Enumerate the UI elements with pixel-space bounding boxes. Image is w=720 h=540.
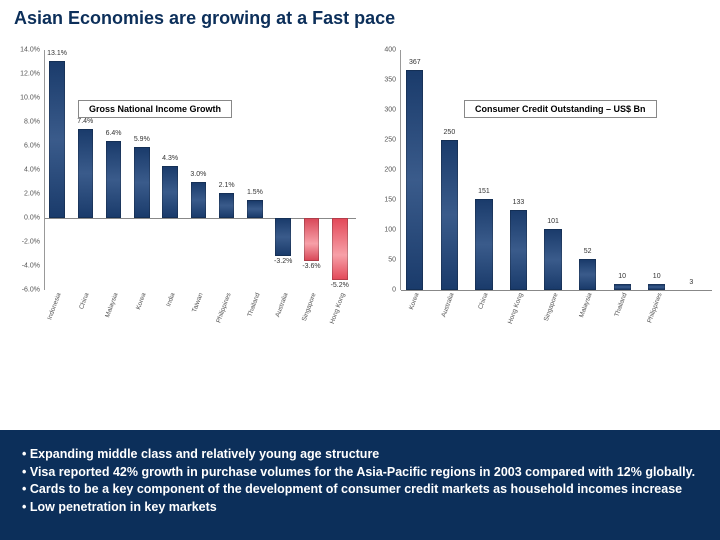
gni-y-axis: -6.0%-4.0%-2.0%0.0%2.0%4.0%6.0%8.0%10.0%… xyxy=(8,50,42,290)
data-label: 3.0% xyxy=(190,171,206,178)
x-label: Australia xyxy=(274,292,289,318)
gni-chart: Gross National Income Growth -6.0% -4.0% -… xyxy=(8,50,356,340)
y-tick: 350 xyxy=(384,77,396,84)
data-label: 6.4% xyxy=(106,130,122,137)
x-label: Philippines xyxy=(646,292,663,324)
x-label: Singapore xyxy=(542,292,559,322)
data-label: 10 xyxy=(653,273,661,280)
data-label: -5.2% xyxy=(331,282,349,289)
bar xyxy=(49,61,65,218)
x-label: Australia xyxy=(440,292,455,318)
data-label: 1.5% xyxy=(247,189,263,196)
bar xyxy=(475,199,492,290)
y-tick: 300 xyxy=(384,107,396,114)
gni-chart-title: Gross National Income Growth xyxy=(78,100,232,118)
bar xyxy=(304,218,320,261)
data-label: 52 xyxy=(584,248,592,255)
credit-chart-title: Consumer Credit Outstanding – US$ Bn xyxy=(464,100,657,118)
y-tick: 2.0% xyxy=(24,191,40,198)
x-label: Singapore xyxy=(301,292,318,322)
bar xyxy=(441,140,458,290)
bar xyxy=(510,210,527,290)
data-label: 101 xyxy=(547,218,559,225)
credit-x-labels: Korea Australia China Hong Kong Singapore Mal… xyxy=(400,290,712,340)
y-tick: 10.0% xyxy=(20,95,40,102)
page-title: Asian Economies are growing at a Fast pa… xyxy=(14,8,395,29)
data-label: 250 xyxy=(444,129,456,136)
bar xyxy=(406,70,423,290)
bullet: • Cards to be a key component of the dev… xyxy=(22,481,698,499)
credit-y-axis: 050100150200250300350400 xyxy=(364,50,398,290)
bullet: • Visa reported 42% growth in purchase v… xyxy=(22,464,698,482)
y-tick: -2.0% xyxy=(22,239,40,246)
bar xyxy=(78,129,94,218)
y-tick: 6.0% xyxy=(24,143,40,150)
x-label: Korea xyxy=(408,292,421,311)
x-label: Hong Kong xyxy=(507,292,525,325)
bar xyxy=(191,182,207,218)
y-tick: 12.0% xyxy=(20,71,40,78)
bar xyxy=(332,218,348,280)
y-tick: 250 xyxy=(384,137,396,144)
x-label: Thailand xyxy=(246,292,261,318)
gni-x-labels: Indonesia China Malaysia Korea India Taiwan Ph… xyxy=(44,290,356,340)
y-tick: 4.0% xyxy=(24,167,40,174)
x-label: India xyxy=(165,292,176,308)
x-label: Indonesia xyxy=(46,292,62,321)
footer-panel: • Expanding middle class and relatively … xyxy=(0,430,720,540)
y-tick: 50 xyxy=(388,257,396,264)
data-label: 2.1% xyxy=(219,182,235,189)
bar xyxy=(247,200,263,218)
data-label: 7.4% xyxy=(77,118,93,125)
x-label: Hong Kong xyxy=(329,292,347,325)
data-label: 367 xyxy=(409,59,421,66)
data-label: 13.1% xyxy=(47,50,67,57)
x-label: Malaysia xyxy=(578,292,593,319)
y-tick: 400 xyxy=(384,47,396,54)
data-label: 3 xyxy=(689,279,693,286)
y-tick: 150 xyxy=(384,197,396,204)
data-label: -3.6% xyxy=(302,263,320,270)
data-label: 4.3% xyxy=(162,155,178,162)
bar xyxy=(579,259,596,290)
y-tick: -4.0% xyxy=(22,263,40,270)
bar xyxy=(544,229,561,290)
x-label: Malaysia xyxy=(104,292,119,319)
y-tick: 8.0% xyxy=(24,119,40,126)
bar xyxy=(106,141,122,218)
gni-plot: 13.1% 7.4% 6.4% 5.9% 4.3% 3.0% 2.1% 1.5% -3.2% -3… xyxy=(44,50,356,290)
y-tick: 100 xyxy=(384,227,396,234)
bar xyxy=(275,218,291,256)
y-tick: 0.0% xyxy=(24,215,40,222)
bar xyxy=(219,193,235,218)
x-label: Thailand xyxy=(613,292,628,318)
charts-container: Gross National Income Growth -6.0% -4.0% -… xyxy=(8,50,712,340)
data-label: 10 xyxy=(618,273,626,280)
data-label: 151 xyxy=(478,188,490,195)
bar xyxy=(162,166,178,218)
x-label: Philippines xyxy=(215,292,232,324)
data-label: 5.9% xyxy=(134,136,150,143)
y-tick: 14.0% xyxy=(20,47,40,54)
bar xyxy=(134,147,150,218)
data-label: -3.2% xyxy=(274,258,292,265)
x-label: Korea xyxy=(135,292,148,311)
credit-plot: 367 250 151 133 101 52 10 10 3 xyxy=(400,50,712,290)
y-tick: 0 xyxy=(392,287,396,294)
x-label: China xyxy=(79,292,91,310)
y-tick: -6.0% xyxy=(22,287,40,294)
bullet: • Low penetration in key markets xyxy=(22,499,698,517)
x-label: Taiwan xyxy=(191,292,204,313)
x-label: China xyxy=(477,292,489,310)
data-label: 133 xyxy=(513,199,525,206)
y-tick: 200 xyxy=(384,167,396,174)
bullet: • Expanding middle class and relatively … xyxy=(22,446,698,464)
credit-chart: Consumer Credit Outstanding – US$ Bn 0 50… xyxy=(364,50,712,340)
